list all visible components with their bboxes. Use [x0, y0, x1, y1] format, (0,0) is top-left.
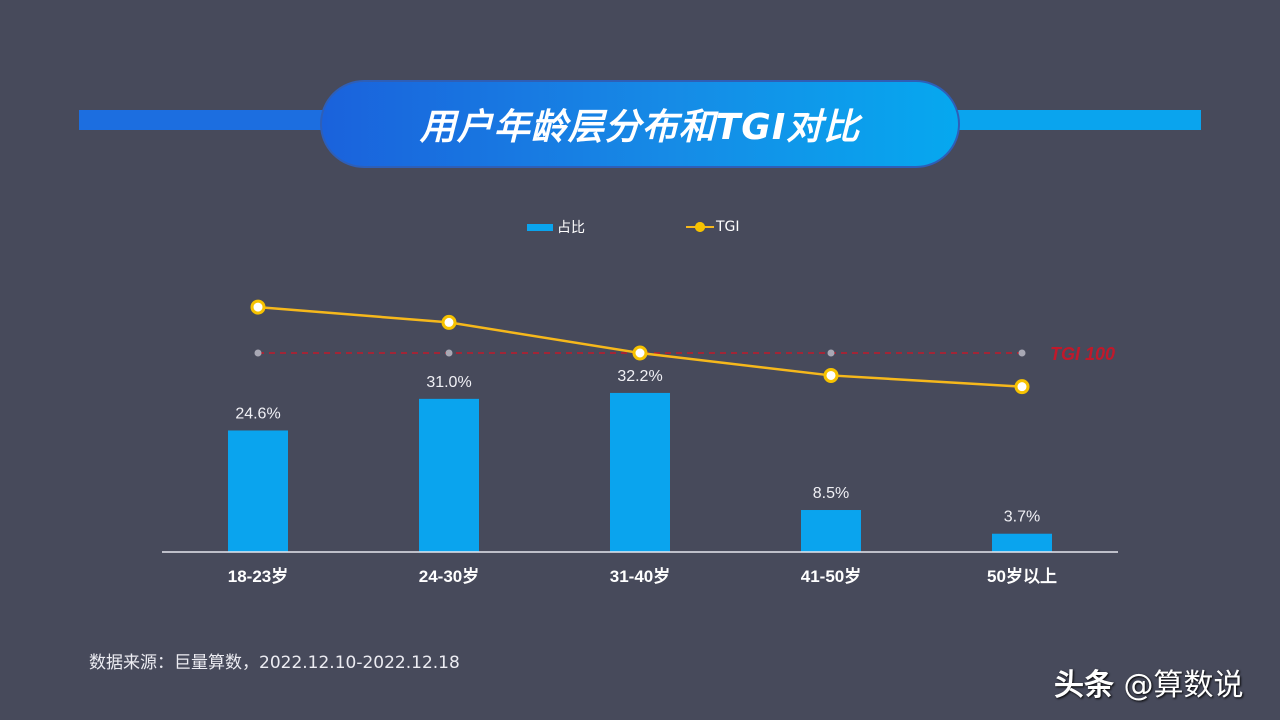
chart-title: 用户年龄层分布和TGI对比	[419, 107, 861, 148]
tgi-point-marker[interactable]	[1014, 379, 1030, 395]
x-axis-tick-label: 18-23岁	[228, 566, 288, 586]
tgi-point-marker[interactable]	[632, 345, 648, 361]
x-axis-tick-label: 31-40岁	[610, 566, 670, 586]
x-axis-tick-label: 41-50岁	[801, 566, 861, 586]
data-source-note: 数据来源：巨量算数，2022.12.10-2022.12.18	[89, 653, 460, 673]
bar-0[interactable]	[228, 430, 288, 552]
reference-point	[827, 349, 835, 357]
bar-value-label: 32.2%	[617, 368, 662, 385]
reference-point	[254, 349, 262, 357]
title-banner: 用户年龄层分布和TGI对比	[320, 80, 960, 168]
reference-point	[1018, 349, 1026, 357]
legend-label-share: 占比	[557, 220, 585, 236]
bar-value-label: 31.0%	[426, 374, 471, 391]
bar-value-label: 24.6%	[235, 405, 280, 422]
bar-2[interactable]	[610, 392, 670, 552]
title-decor-bar-right	[940, 110, 1201, 130]
tgi-point-marker[interactable]	[823, 367, 839, 383]
legend-item-tgi[interactable]: TGI	[686, 216, 740, 238]
bar-1[interactable]	[419, 398, 479, 552]
tgi-point-marker[interactable]	[441, 314, 457, 330]
x-axis-tick-label: 50岁以上	[987, 566, 1057, 586]
legend-label-tgi: TGI	[716, 219, 740, 235]
chart-legend: 占比 TGI	[0, 216, 1280, 238]
reference-point	[445, 349, 453, 357]
legend-item-share[interactable]: 占比	[527, 216, 585, 238]
bar-value-label: 3.7%	[1004, 509, 1040, 526]
watermark: 头条 @算数说	[1054, 660, 1244, 704]
tgi-line-series	[250, 299, 1030, 395]
watermark-brand: 头条	[1054, 668, 1114, 703]
x-axis-tick-label: 24-30岁	[419, 566, 479, 586]
line-marker-swatch-icon	[686, 222, 714, 232]
bar-value-labels: 24.6% 31.0% 32.2% 8.5% 3.7%	[235, 368, 1040, 526]
tgi-reference-label: TGI 100	[1050, 344, 1115, 364]
watermark-handle: @算数说	[1123, 668, 1244, 703]
bar-3[interactable]	[801, 510, 861, 552]
title-decor-bar-left	[79, 110, 341, 130]
tgi-point-marker[interactable]	[250, 299, 266, 315]
bar-series	[228, 392, 1052, 552]
bar-4[interactable]	[992, 533, 1052, 552]
x-axis-labels: 18-23岁 24-30岁 31-40岁 41-50岁 50岁以上	[228, 566, 1057, 586]
bar-swatch-icon	[527, 223, 553, 231]
bar-value-label: 8.5%	[813, 485, 849, 502]
